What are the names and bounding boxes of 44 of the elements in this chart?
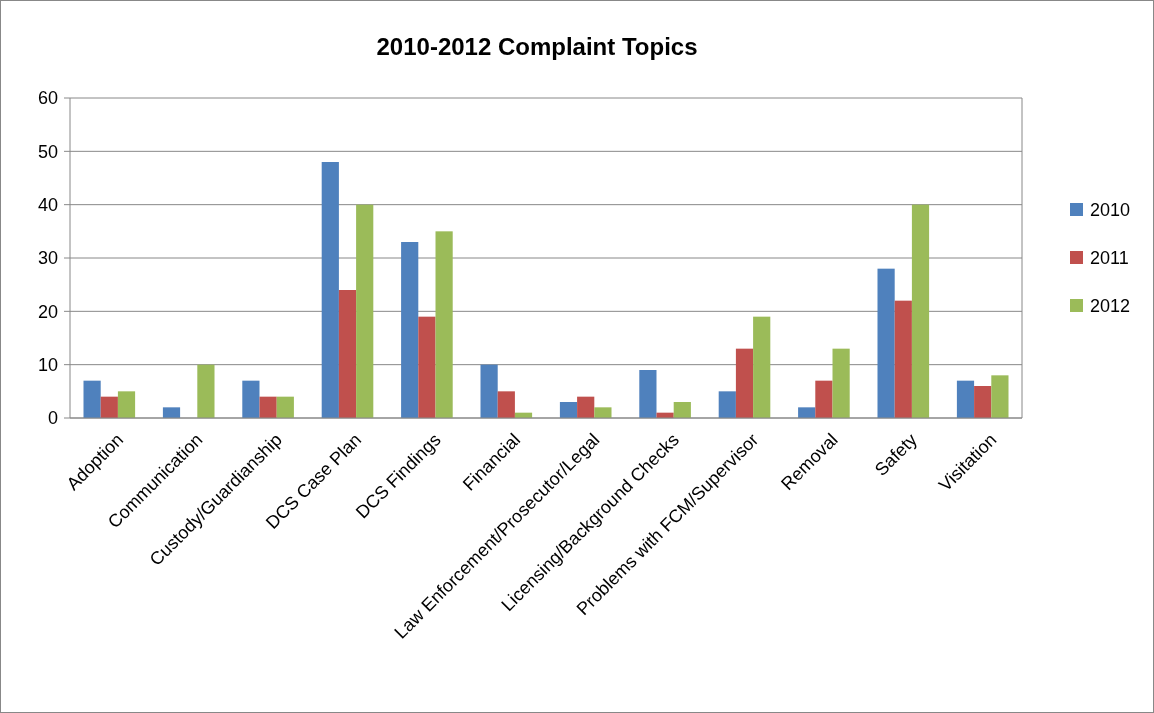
bar: [894, 300, 912, 418]
bar: [435, 231, 453, 418]
bar: [356, 204, 374, 418]
bar: [877, 268, 895, 418]
bar: [401, 242, 419, 418]
bar: [559, 402, 578, 418]
y-tick-label: 0: [47, 408, 58, 429]
bar: [418, 316, 436, 418]
y-tick-label: 40: [37, 194, 58, 215]
bar: [197, 364, 215, 418]
bar: [991, 375, 1009, 418]
bar: [673, 402, 691, 418]
bar: [798, 407, 816, 418]
bar: [100, 396, 118, 418]
bar: [276, 396, 294, 418]
bar: [594, 407, 612, 418]
legend-label: 2011: [1090, 248, 1129, 269]
y-tick-label: 20: [37, 301, 58, 322]
legend-label: 2012: [1090, 296, 1131, 317]
bar: [497, 391, 515, 418]
bar: [718, 391, 736, 418]
y-tick-label: 30: [37, 248, 58, 269]
bar: [832, 348, 850, 418]
bar: [956, 380, 975, 418]
bar: [338, 290, 357, 418]
chart-title: 2010-2012 Complaint Topics: [376, 33, 698, 60]
bar: [242, 380, 260, 418]
bar: [815, 380, 833, 418]
bar: [639, 370, 657, 418]
y-tick-label: 50: [37, 141, 58, 162]
bar: [480, 364, 498, 418]
bar: [577, 396, 595, 418]
bar: [162, 407, 181, 418]
bar: [753, 316, 771, 418]
bar: [735, 348, 754, 418]
bar: [911, 204, 930, 418]
y-tick-label: 10: [37, 354, 58, 375]
y-tick-label: 60: [37, 88, 58, 109]
bar: [259, 396, 277, 418]
bar: [117, 391, 136, 418]
legend-label: 2010: [1090, 200, 1131, 221]
bar: [321, 162, 339, 418]
bar: [83, 380, 101, 418]
bar: [974, 386, 992, 418]
